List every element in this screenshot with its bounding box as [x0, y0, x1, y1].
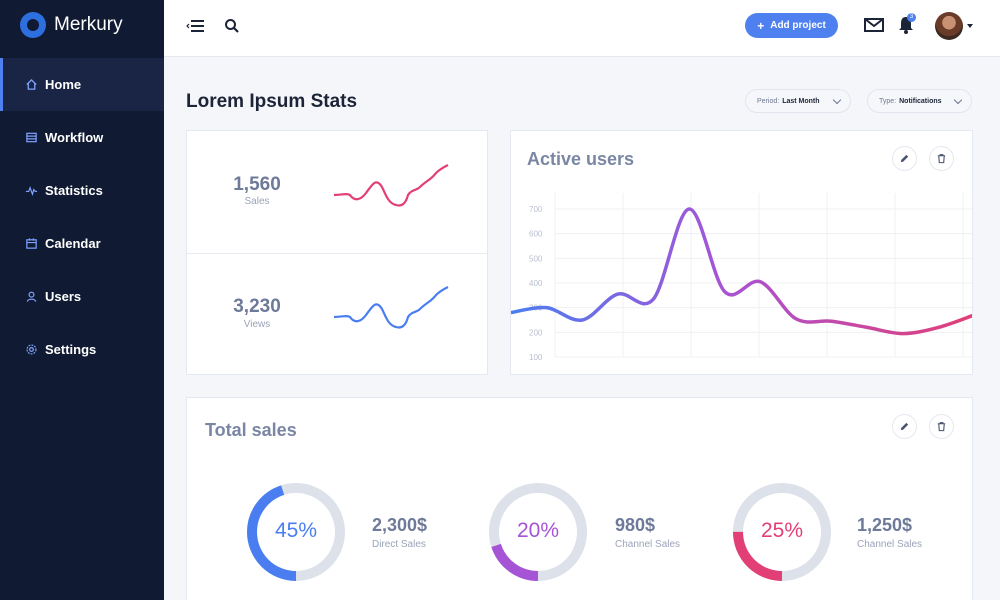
- sidebar: Merkury Home Workflow Statistics Calenda…: [0, 0, 164, 600]
- active-users-title: Active users: [527, 149, 635, 169]
- avatar[interactable]: [935, 12, 963, 40]
- y-tick-label: 200: [529, 328, 543, 337]
- type-select[interactable]: Type: Notifications: [867, 89, 972, 113]
- type-value: Notifications: [899, 97, 942, 105]
- sidebar-item-label: Home: [45, 77, 82, 92]
- sales-sparkline-line: [333, 164, 449, 207]
- sidebar-item-home[interactable]: Home: [0, 58, 164, 111]
- donut-percent: 45%: [274, 519, 318, 542]
- notification-badge: 3: [907, 13, 916, 22]
- sidebar-item-users[interactable]: Users: [0, 270, 164, 323]
- y-tick-label: 500: [529, 254, 543, 263]
- donut-label: Channel Sales: [615, 539, 681, 550]
- total-sales-card: Total sales 45% 2,300$ Direct Sales 20% …: [186, 397, 973, 600]
- donut-arc: [247, 483, 345, 581]
- y-tick-label: 600: [529, 230, 543, 239]
- donut-label: Direct Sales: [372, 539, 426, 550]
- add-project-button[interactable]: + Add project: [745, 13, 838, 38]
- y-tick-label: 400: [529, 279, 543, 288]
- period-prefix: Period:: [757, 97, 780, 105]
- donut-arc: [733, 483, 831, 581]
- channel-sales-donut: [489, 483, 587, 581]
- sidebar-item-label: Settings: [45, 342, 97, 357]
- merkury-logo-icon: [20, 12, 46, 38]
- list-icon: [24, 131, 38, 145]
- search-icon[interactable]: [224, 18, 240, 34]
- user-icon: [24, 290, 38, 304]
- donut-percent: 20%: [516, 519, 560, 542]
- delete-button[interactable]: [929, 146, 954, 171]
- sidebar-item-settings[interactable]: Settings: [0, 323, 164, 376]
- chevron-down-icon: [953, 95, 963, 105]
- total-sales-title: Total sales: [205, 420, 297, 440]
- menu-toggle-icon[interactable]: [186, 18, 206, 34]
- sidebar-nav: Home Workflow Statistics Calendar Users: [0, 58, 164, 376]
- views-sparkline: [333, 286, 449, 329]
- views-sparkline-line: [333, 286, 449, 329]
- donut-percent: 25%: [760, 519, 804, 542]
- donut-value: 1,250$: [857, 515, 913, 535]
- sidebar-item-label: Users: [45, 289, 82, 304]
- active-users-card: Active users 700 600 500 400 300 200 100: [510, 130, 973, 375]
- views-label: Views: [243, 319, 271, 330]
- y-tick-label: 700: [529, 205, 543, 214]
- home-icon: [24, 78, 38, 92]
- topbar: + Add project 3: [164, 0, 1000, 57]
- trash-icon: [937, 422, 946, 432]
- period-value: Last Month: [782, 97, 820, 105]
- calendar-icon: [24, 237, 38, 251]
- active-users-line: [511, 207, 972, 336]
- stats-card: 1,560 Sales 3,230 Views: [186, 130, 488, 375]
- sidebar-item-workflow[interactable]: Workflow: [0, 111, 164, 164]
- gear-icon: [24, 343, 38, 357]
- pencil-icon: [900, 422, 909, 431]
- edit-button[interactable]: [892, 414, 917, 439]
- direct-sales-donut: [247, 483, 345, 581]
- donut-value: 980$: [615, 515, 656, 535]
- page-title: Lorem Ipsum Stats: [186, 91, 358, 112]
- brand-name: Merkury: [54, 14, 123, 35]
- channel-sales-donut: [733, 483, 831, 581]
- sidebar-item-statistics[interactable]: Statistics: [0, 164, 164, 217]
- donut-arc: [489, 483, 587, 581]
- period-select[interactable]: Period: Last Month: [745, 89, 851, 113]
- edit-button[interactable]: [892, 146, 917, 171]
- stats-divider: [187, 253, 487, 254]
- mail-icon[interactable]: [864, 17, 884, 33]
- pencil-icon: [900, 154, 909, 163]
- sales-sparkline: [333, 164, 449, 207]
- add-project-label: Add project: [770, 20, 826, 31]
- sidebar-item-calendar[interactable]: Calendar: [0, 217, 164, 270]
- brand[interactable]: Merkury: [0, 0, 164, 50]
- sales-value: 1,560: [233, 174, 281, 195]
- sidebar-item-label: Workflow: [45, 130, 104, 145]
- delete-button[interactable]: [929, 414, 954, 439]
- plus-icon: +: [757, 18, 765, 33]
- donut-label: Channel Sales: [857, 539, 923, 550]
- activity-icon: [24, 184, 38, 198]
- sales-label: Sales: [244, 196, 270, 207]
- sidebar-item-label: Statistics: [45, 183, 103, 198]
- y-tick-label: 100: [529, 353, 543, 362]
- caret-down-icon[interactable]: [967, 24, 973, 28]
- trash-icon: [937, 154, 946, 164]
- chevron-down-icon: [832, 95, 842, 105]
- sidebar-item-label: Calendar: [45, 236, 101, 251]
- views-value: 3,230: [233, 296, 281, 317]
- type-prefix: Type:: [879, 97, 897, 105]
- donut-value: 2,300$: [372, 515, 428, 535]
